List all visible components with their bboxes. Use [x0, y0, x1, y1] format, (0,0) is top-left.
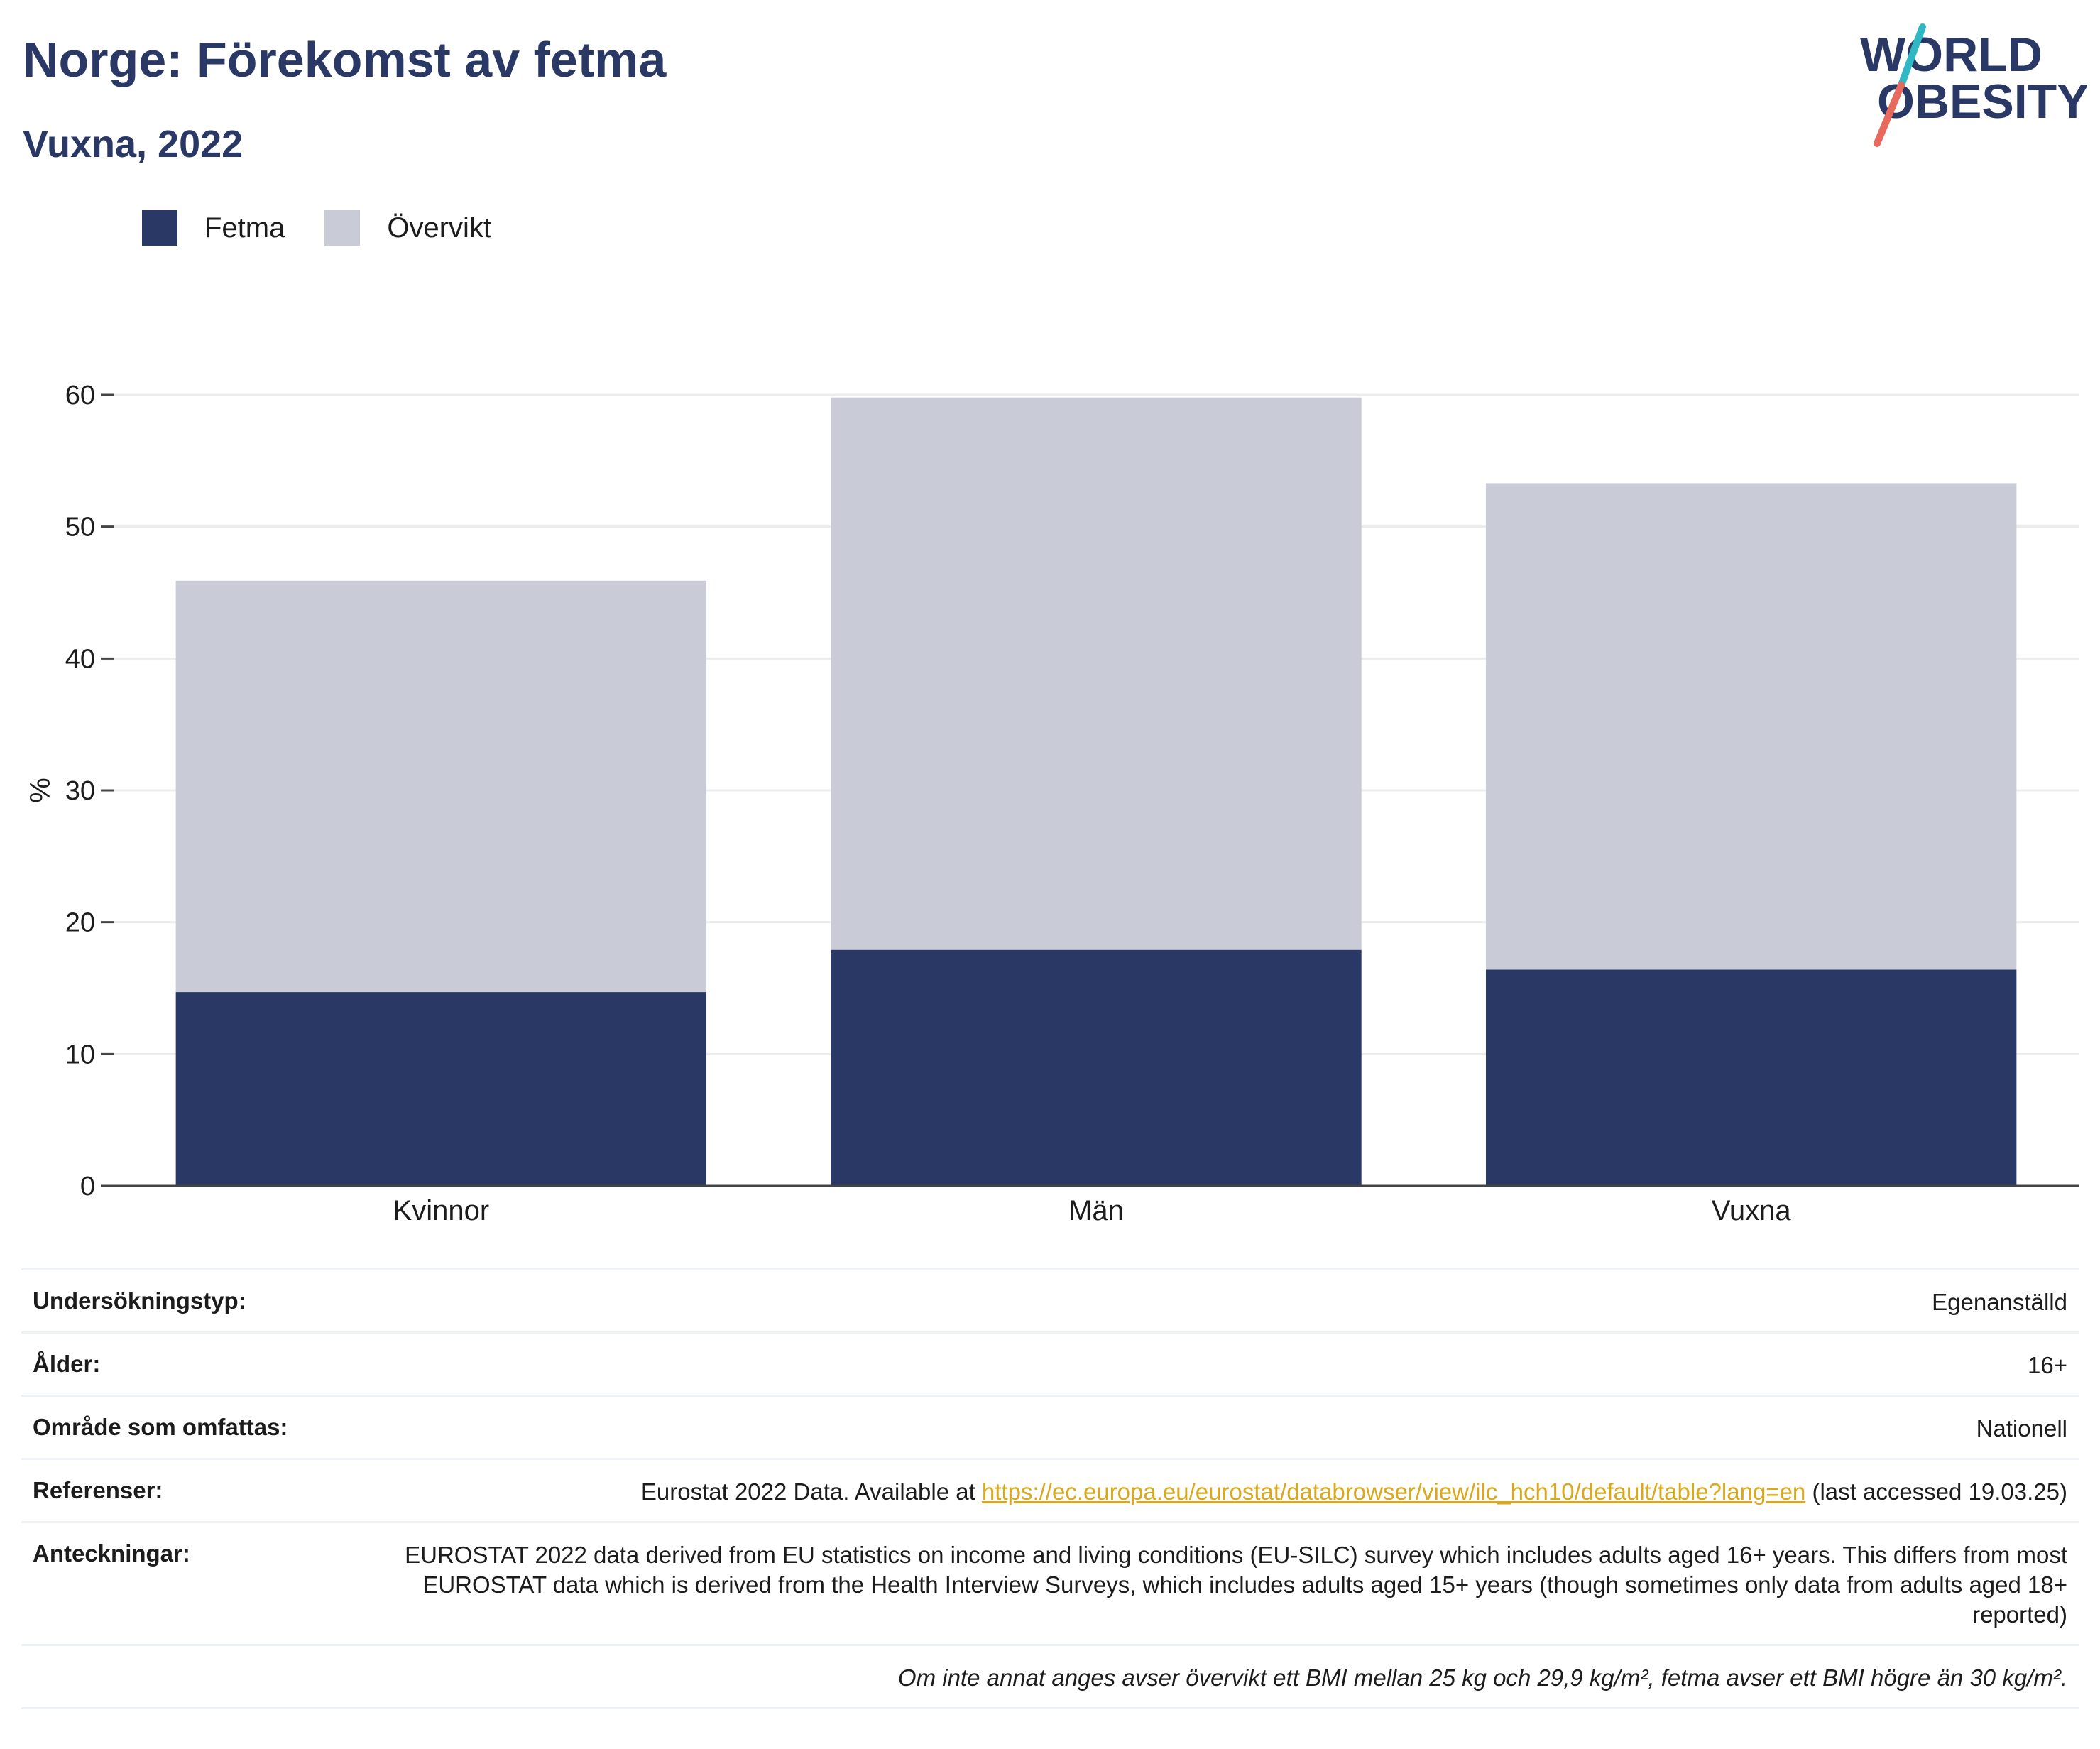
bar-män-overvikt	[831, 397, 1362, 950]
y-tick-label-0: 0	[80, 1172, 95, 1202]
y-tick-label-10: 10	[65, 1040, 95, 1069]
survey-type-label: Undersökningstyp:	[33, 1287, 246, 1314]
references-suffix: (last accessed 19.03.25)	[1805, 1478, 2067, 1505]
notes-value: EUROSTAT 2022 data derived from EU stati…	[405, 1542, 2067, 1628]
info-row-survey-type: Undersökningstyp: Egenanställd	[21, 1268, 2079, 1331]
bar-män-fetma	[831, 949, 1362, 1186]
y-tick-label-20: 20	[65, 908, 95, 938]
info-table: Undersökningstyp: Egenanställd Ålder: 16…	[21, 1268, 2079, 1709]
info-row-age: Ålder: 16+	[21, 1331, 2079, 1395]
legend-label-overvikt: Övervikt	[387, 212, 492, 244]
y-tick-label-30: 30	[65, 776, 95, 806]
y-axis-label: %	[25, 778, 56, 803]
x-tick-label-2: Vuxna	[1712, 1195, 1792, 1226]
y-tick-label-60: 60	[65, 381, 95, 410]
legend-swatch-overvikt	[324, 210, 361, 246]
x-tick-label-0: Kvinnor	[393, 1195, 490, 1226]
references-prefix: Eurostat 2022 Data. Available at	[640, 1478, 982, 1505]
age-value: 16+	[2028, 1352, 2067, 1378]
logo-slash-top	[1898, 23, 1926, 89]
y-tick-label-40: 40	[65, 644, 95, 674]
chart-subtitle: Vuxna, 2022	[23, 123, 244, 165]
age-label: Ålder:	[33, 1351, 101, 1377]
area-label: Område som omfattas:	[33, 1414, 288, 1440]
survey-type-value: Egenanställd	[1932, 1289, 2067, 1315]
bar-kvinnor-fetma	[175, 992, 707, 1186]
bar-kvinnor-overvikt	[175, 580, 707, 993]
bar-vuxna-overvikt	[1485, 483, 2017, 970]
notes-label: Anteckningar:	[33, 1540, 190, 1567]
legend-item-fetma[interactable]: Fetma	[142, 210, 285, 246]
legend-swatch-fetma	[142, 210, 177, 246]
y-tick-label-50: 50	[65, 513, 95, 543]
bar-vuxna-fetma	[1485, 969, 2017, 1186]
legend-label-fetma: Fetma	[204, 212, 285, 244]
chart-legend: Fetma Övervikt	[142, 210, 531, 246]
info-row-footnote: Om inte annat anges avser övervikt ett B…	[21, 1644, 2079, 1709]
x-tick-label-1: Män	[1068, 1195, 1124, 1226]
info-row-area: Område som omfattas: Nationell	[21, 1395, 2079, 1458]
references-link[interactable]: https://ec.europa.eu/eurostat/databrowse…	[981, 1478, 1806, 1505]
logo-text-world: WORLD	[1860, 28, 2042, 82]
references-value: Eurostat 2022 Data. Available at https:/…	[402, 1477, 2067, 1507]
logo-text-obesity: OBESITY	[1877, 75, 2087, 129]
world-obesity-logo: WORLD OBESITY	[1860, 23, 2087, 147]
stacked-bar-chart: 0 10 20 30 40 50 60% Kvinnor Män Vuxna	[25, 381, 2079, 1226]
legend-item-overvikt[interactable]: Övervikt	[324, 210, 491, 246]
area-value: Nationell	[1976, 1415, 2067, 1442]
footnote-text: Om inte annat anges avser övervikt ett B…	[897, 1664, 2067, 1691]
references-label: Referenser:	[33, 1477, 163, 1503]
logo-slash-bottom	[1874, 82, 1905, 147]
info-row-references: Referenser: Eurostat 2022 Data. Availabl…	[21, 1458, 2079, 1521]
chart-title: Norge: Förekomst av fetma	[23, 32, 667, 87]
info-row-notes: Anteckningar: EUROSTAT 2022 data derived…	[21, 1521, 2079, 1644]
